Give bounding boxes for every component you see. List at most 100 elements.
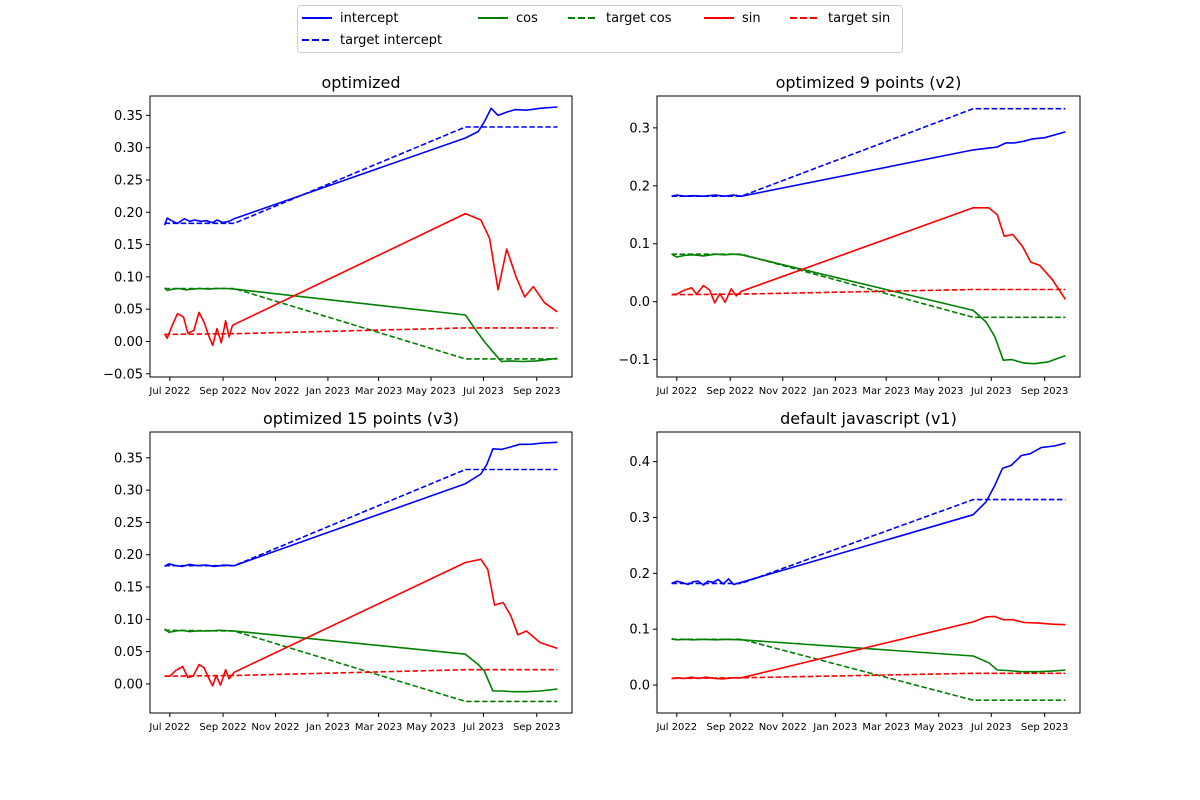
series-line-intercept [163, 106, 558, 226]
subplot-optimized-15-points-v3: optimized 15 points (v3) 0.00 0.05 0.10 0.15… [114, 409, 573, 733]
series-line-target-intercept [164, 126, 558, 225]
legend-label: intercept [340, 11, 399, 26]
series-line-target-sin [671, 672, 1066, 680]
legend-entry-target-intercept: target intercept [302, 33, 442, 48]
plot-area [163, 106, 558, 363]
x-tick-label: Jan 2023 [305, 386, 350, 397]
y-tick-label: −0.05 [103, 367, 143, 382]
y-tick-label: 0.25 [114, 173, 143, 188]
x-tick-label: May 2023 [914, 386, 963, 397]
y-tick-label: 0.20 [114, 206, 143, 221]
subplot-title: optimized 9 points (v2) [776, 73, 962, 92]
x-tick-label: Jul 2023 [462, 722, 504, 733]
x-tick-label: Jul 2022 [655, 386, 697, 397]
series-line-target-intercept [671, 107, 1066, 197]
y-tick-label: 0.1 [629, 237, 650, 252]
x-tick-label: Mar 2023 [355, 722, 403, 733]
subplots: optimized −0.05 0.00 0.05 0.10 0.15 0.20 0.25 0.… [103, 73, 1081, 733]
y-tick-label: 0.10 [114, 270, 143, 285]
series-line-target-sin [671, 288, 1066, 296]
legend: intercept target intercept cos target cos si… [297, 5, 903, 53]
series-line-sin [671, 615, 1066, 680]
y-tick-label: 0.0 [629, 679, 650, 694]
subplot-optimized: optimized −0.05 0.00 0.05 0.10 0.15 0.20 0.25 0.… [103, 73, 573, 397]
subplot-title: default javascript (v1) [780, 409, 957, 428]
x-tick-label: Jul 2022 [148, 386, 190, 397]
x-tick-label: Sep 2022 [199, 722, 246, 733]
x-tick-label: Jul 2022 [148, 722, 190, 733]
y-tick-label: 0.3 [629, 511, 650, 526]
x-tick-label: Jul 2023 [970, 722, 1012, 733]
y-tick-label: 0.25 [114, 516, 143, 531]
y-tick-label: 0.20 [114, 548, 143, 563]
series-line-target-sin [164, 668, 558, 677]
legend-entry-target-sin: target sin [790, 11, 890, 26]
legend-label: target sin [828, 11, 890, 26]
y-tick-label: 0.30 [114, 141, 143, 156]
x-tick-label: Jan 2023 [812, 386, 857, 397]
y-tick-label: 0.0 [629, 295, 650, 310]
x-tick-label: Jul 2022 [655, 722, 697, 733]
y-tick-label: 0.2 [629, 179, 650, 194]
x-tick-label: Jul 2023 [970, 386, 1012, 397]
subplot-title: optimized 15 points (v3) [263, 409, 459, 428]
subplot-default-javascript-v1: default javascript (v1) 0.0 0.1 0.2 0.3 0.4 Ju… [629, 409, 1081, 733]
legend-label: target cos [606, 11, 672, 26]
x-tick-label: Nov 2022 [759, 386, 807, 397]
series-line-sin [164, 558, 558, 687]
x-tick-label: Mar 2023 [355, 386, 403, 397]
y-tick-label: 0.00 [114, 335, 143, 350]
series-line-target-intercept [164, 468, 558, 567]
x-tick-label: Sep 2022 [706, 722, 753, 733]
x-tick-label: Jan 2023 [812, 722, 857, 733]
series-line-target-sin [164, 327, 558, 336]
y-tick-label: 0.15 [114, 238, 143, 253]
legend-entry-sin: sin [704, 11, 761, 26]
y-tick-label: 0.05 [114, 645, 143, 660]
series-line-target-cos [671, 253, 1066, 319]
subplot-title: optimized [321, 73, 400, 92]
y-tick-label: 0.15 [114, 581, 143, 596]
axes-frame [149, 95, 573, 378]
series-line-intercept [671, 442, 1066, 586]
y-tick-label: 0.1 [629, 623, 650, 638]
x-tick-label: May 2023 [406, 722, 455, 733]
plot-area [671, 442, 1066, 702]
y-tick-label: 0.4 [629, 455, 650, 470]
x-tick-label: Sep 2023 [513, 386, 560, 397]
series-line-target-cos [671, 638, 1066, 702]
x-tick-label: Sep 2022 [199, 386, 246, 397]
series-line-target-cos [164, 629, 558, 703]
x-tick-label: Mar 2023 [862, 722, 910, 733]
y-tick-label: −0.1 [618, 353, 650, 368]
x-tick-label: Jan 2023 [305, 722, 350, 733]
x-tick-label: Nov 2022 [251, 722, 299, 733]
legend-entry-intercept: intercept [302, 11, 399, 26]
x-tick-label: Sep 2023 [1021, 722, 1068, 733]
plot-area [671, 107, 1067, 365]
x-tick-label: Sep 2022 [706, 386, 753, 397]
y-tick-label: 0.30 [114, 484, 143, 499]
plot-area [164, 441, 558, 703]
series-line-sin [671, 207, 1067, 304]
series-line-target-intercept [671, 498, 1066, 585]
x-tick-label: Sep 2023 [513, 722, 560, 733]
x-tick-label: Nov 2022 [759, 722, 807, 733]
y-tick-label: 0.35 [114, 109, 143, 124]
axes-frame [149, 431, 573, 714]
x-tick-label: Jul 2023 [462, 386, 504, 397]
y-tick-label: 0.05 [114, 303, 143, 318]
x-tick-label: May 2023 [914, 722, 963, 733]
legend-label: target intercept [340, 33, 442, 48]
legend-label: cos [516, 11, 538, 26]
legend-entry-target-cos: target cos [568, 11, 672, 26]
axes-frame [656, 95, 1081, 378]
y-tick-label: 0.10 [114, 613, 143, 628]
x-tick-label: Nov 2022 [251, 386, 299, 397]
y-tick-label: 0.00 [114, 677, 143, 692]
y-tick-label: 0.3 [629, 121, 650, 136]
x-tick-label: Mar 2023 [862, 386, 910, 397]
x-tick-label: Sep 2023 [1021, 386, 1068, 397]
legend-entry-cos: cos [478, 11, 538, 26]
legend-label: sin [742, 11, 761, 26]
